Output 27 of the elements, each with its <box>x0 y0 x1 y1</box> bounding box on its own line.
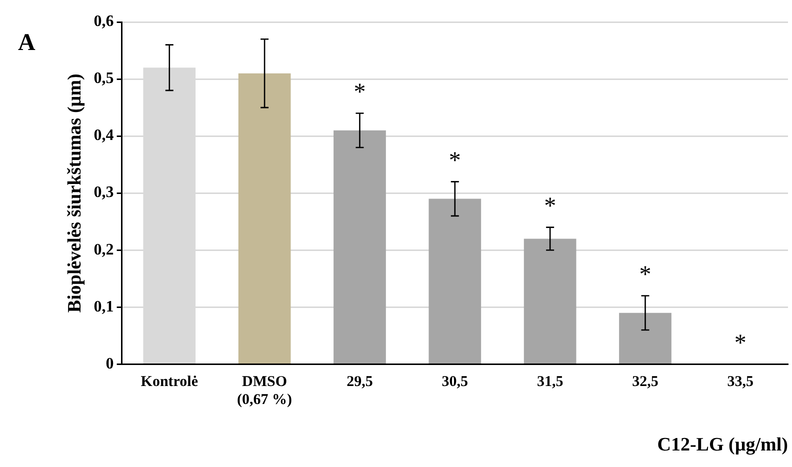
y-axis-title: Bioplėvelės šiurkštumas (µm) <box>64 74 86 313</box>
annotation: * <box>544 194 556 220</box>
bar <box>619 312 672 364</box>
bar <box>524 238 576 364</box>
bar <box>238 73 291 364</box>
x-axis-title: C12-LG (µg/ml) <box>657 434 788 456</box>
annotation: * <box>734 330 746 356</box>
y-tick-label: 0,3 <box>94 184 114 202</box>
y-tick-label: 0 <box>106 355 114 372</box>
bar <box>334 130 386 364</box>
x-tick-label: 29,5 <box>346 374 373 390</box>
text: A <box>18 30 36 56</box>
y-tick-label: 0,6 <box>94 13 114 30</box>
x-tick-label: DMSO (0,67 %) <box>237 374 292 408</box>
x-tick-label: Kontrolė <box>140 374 198 390</box>
annotation: * <box>448 148 461 174</box>
bar <box>428 198 482 364</box>
y-tick-label: 0,5 <box>94 70 114 88</box>
y-tick-label: 0,4 <box>94 127 114 144</box>
x-tick-label: 33,5 <box>727 374 754 390</box>
y-tick-label: 0,2 <box>94 241 114 258</box>
x-tick-label: 32,5 <box>632 374 658 390</box>
y-tick-label: 0,1 <box>94 298 114 316</box>
x-tick-label: 30,5 <box>442 374 468 390</box>
annotation: * <box>639 262 652 288</box>
x-tick-label: 31,5 <box>536 374 564 390</box>
annotation: * <box>354 80 366 106</box>
